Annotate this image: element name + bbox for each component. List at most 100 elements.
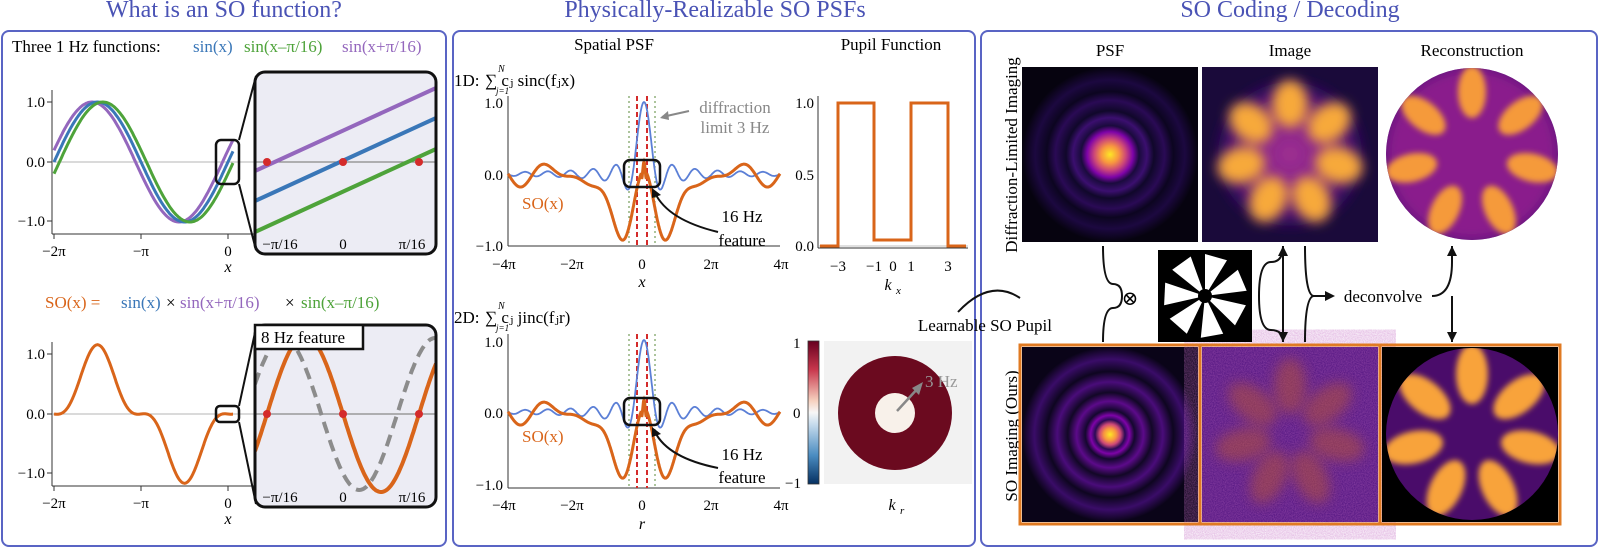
pupil2-xlabel-sub: r (900, 505, 905, 517)
image-lobe (1229, 102, 1273, 144)
pupil-ytick: 1.0 (795, 96, 814, 112)
zero-crossing-marker (263, 158, 271, 166)
image-so (1202, 347, 1378, 522)
middle-panel-title: Physically-Realizable SO PSFs (564, 0, 866, 23)
pupil-blade (1205, 254, 1227, 296)
feature-annotation: feature (718, 231, 765, 250)
feature-annotation: 16 Hz (721, 207, 763, 226)
feature-arrow (654, 431, 719, 469)
legend-sin-plus: sin(x+π/16) (342, 37, 422, 56)
image-lobe (1493, 374, 1545, 420)
zoom-connector (238, 183, 257, 251)
col-header-psf: PSF (1096, 41, 1124, 60)
so-8hz-curve (255, 333, 436, 494)
image-lobe (1426, 460, 1466, 517)
pupil2-xlabel: k (888, 497, 896, 514)
so-equation-term2: sin(x+π/16) (180, 293, 260, 312)
psf-xtick: −2π (560, 498, 584, 514)
pupil-xtick: −3 (830, 259, 846, 275)
psf-xtick: 0 (638, 498, 646, 514)
diffraction-psf-curve (507, 100, 781, 191)
zero-crossing-marker (415, 158, 423, 166)
pupil-radius-label: 3 Hz (925, 372, 958, 391)
image-lobe (1309, 427, 1365, 462)
xtick-label: −2π (42, 244, 66, 260)
so-equation-times: × (285, 293, 295, 312)
so-curve (53, 343, 233, 485)
inset-tick-label: 0 (339, 490, 347, 506)
image-lobe (1250, 451, 1289, 504)
image-lobe (1215, 427, 1271, 462)
psf-ytick: 1.0 (484, 96, 503, 112)
feature-annotation: 16 Hz (721, 445, 763, 464)
legend-sin: sin(x) (193, 37, 233, 56)
deconvolve-label: deconvolve (1344, 287, 1422, 306)
left-panel-title: What is an SO function? (106, 0, 342, 23)
zero-crossing-marker (339, 158, 347, 166)
feature-highlight-box (622, 396, 662, 427)
col-header-image: Image (1269, 41, 1311, 60)
psf-ytick: −1.0 (476, 239, 503, 255)
psf-xtick: 2π (703, 257, 719, 273)
image-lobe (1501, 430, 1558, 465)
so-equation-term3: sin(x–π/16) (301, 293, 379, 312)
so-equation-times: × (166, 293, 176, 312)
colorbar-tick: 1 (793, 336, 801, 352)
ytick-label: 1.0 (26, 347, 45, 363)
sin-plus-curve (52, 100, 235, 224)
zoom-box (214, 404, 241, 424)
row-label-so: SO Imaging (Ours) (1002, 370, 1021, 501)
so-psf-curve (506, 395, 782, 480)
colorbar (807, 340, 820, 485)
pupil-blade (1205, 296, 1246, 326)
inset-tick-label: π/16 (399, 237, 426, 253)
feature-label-box (253, 323, 365, 351)
image-lobe (1456, 348, 1488, 404)
pupil-blade (1200, 296, 1224, 338)
xtick-label: 0 (224, 244, 232, 260)
image-lobe (1272, 80, 1308, 128)
image-lobe (1428, 185, 1463, 235)
image-lobe (1458, 68, 1486, 118)
eq-1d-sum-lower: j=1 (495, 86, 509, 96)
eq-2d-prefix: 2D: (454, 308, 480, 327)
legend-sin-minus: sin(x–π/16) (244, 37, 322, 56)
pupil-ytick: 0.0 (795, 239, 814, 255)
inset-tick-label: −π/16 (262, 490, 298, 506)
feature-arrow (654, 192, 719, 233)
psf-xtick: 4π (773, 498, 789, 514)
inset-sin-plus-line (255, 86, 436, 173)
ytick-label: −1.0 (18, 466, 45, 482)
pupil-blade (1169, 296, 1205, 334)
col-header-reconstruction: Reconstruction (1421, 41, 1524, 60)
pupil-blade (1164, 282, 1205, 306)
zero-crossing-marker (339, 410, 347, 418)
ytick-label: −1.0 (18, 214, 45, 230)
image-lobe (1303, 382, 1352, 426)
pupil-xlabel: k (884, 277, 892, 294)
psf-xtick: 2π (703, 498, 719, 514)
psf-ytick: 0.0 (484, 406, 503, 422)
zero-crossing-marker (415, 410, 423, 418)
xtick-label: −2π (42, 496, 66, 512)
psf-xtick: 0 (638, 257, 646, 273)
pupil-xtick: −1 (866, 259, 882, 275)
colorbar-tick: −1 (785, 476, 801, 492)
inset-sin-minus-line (255, 147, 436, 234)
colorbar-tick: 0 (793, 406, 801, 422)
image-lobe (1386, 430, 1443, 465)
image-lobe (1481, 185, 1516, 235)
convolve-icon: ⊗ (1122, 288, 1139, 310)
zoom-connector (238, 327, 257, 407)
so-equation-term1: sin(x) (121, 293, 161, 312)
pupil-function-header: Pupil Function (841, 35, 942, 54)
image-lobe (1217, 146, 1266, 184)
psf-so-image (1022, 347, 1198, 522)
x-axis-label: x (223, 511, 231, 528)
feature-annotation: feature (718, 468, 765, 487)
image-lobe (1249, 176, 1288, 222)
learnable-pupil-arrow (957, 289, 1021, 313)
psf-xtick: −4π (492, 257, 516, 273)
image-diffraction (1202, 67, 1378, 242)
